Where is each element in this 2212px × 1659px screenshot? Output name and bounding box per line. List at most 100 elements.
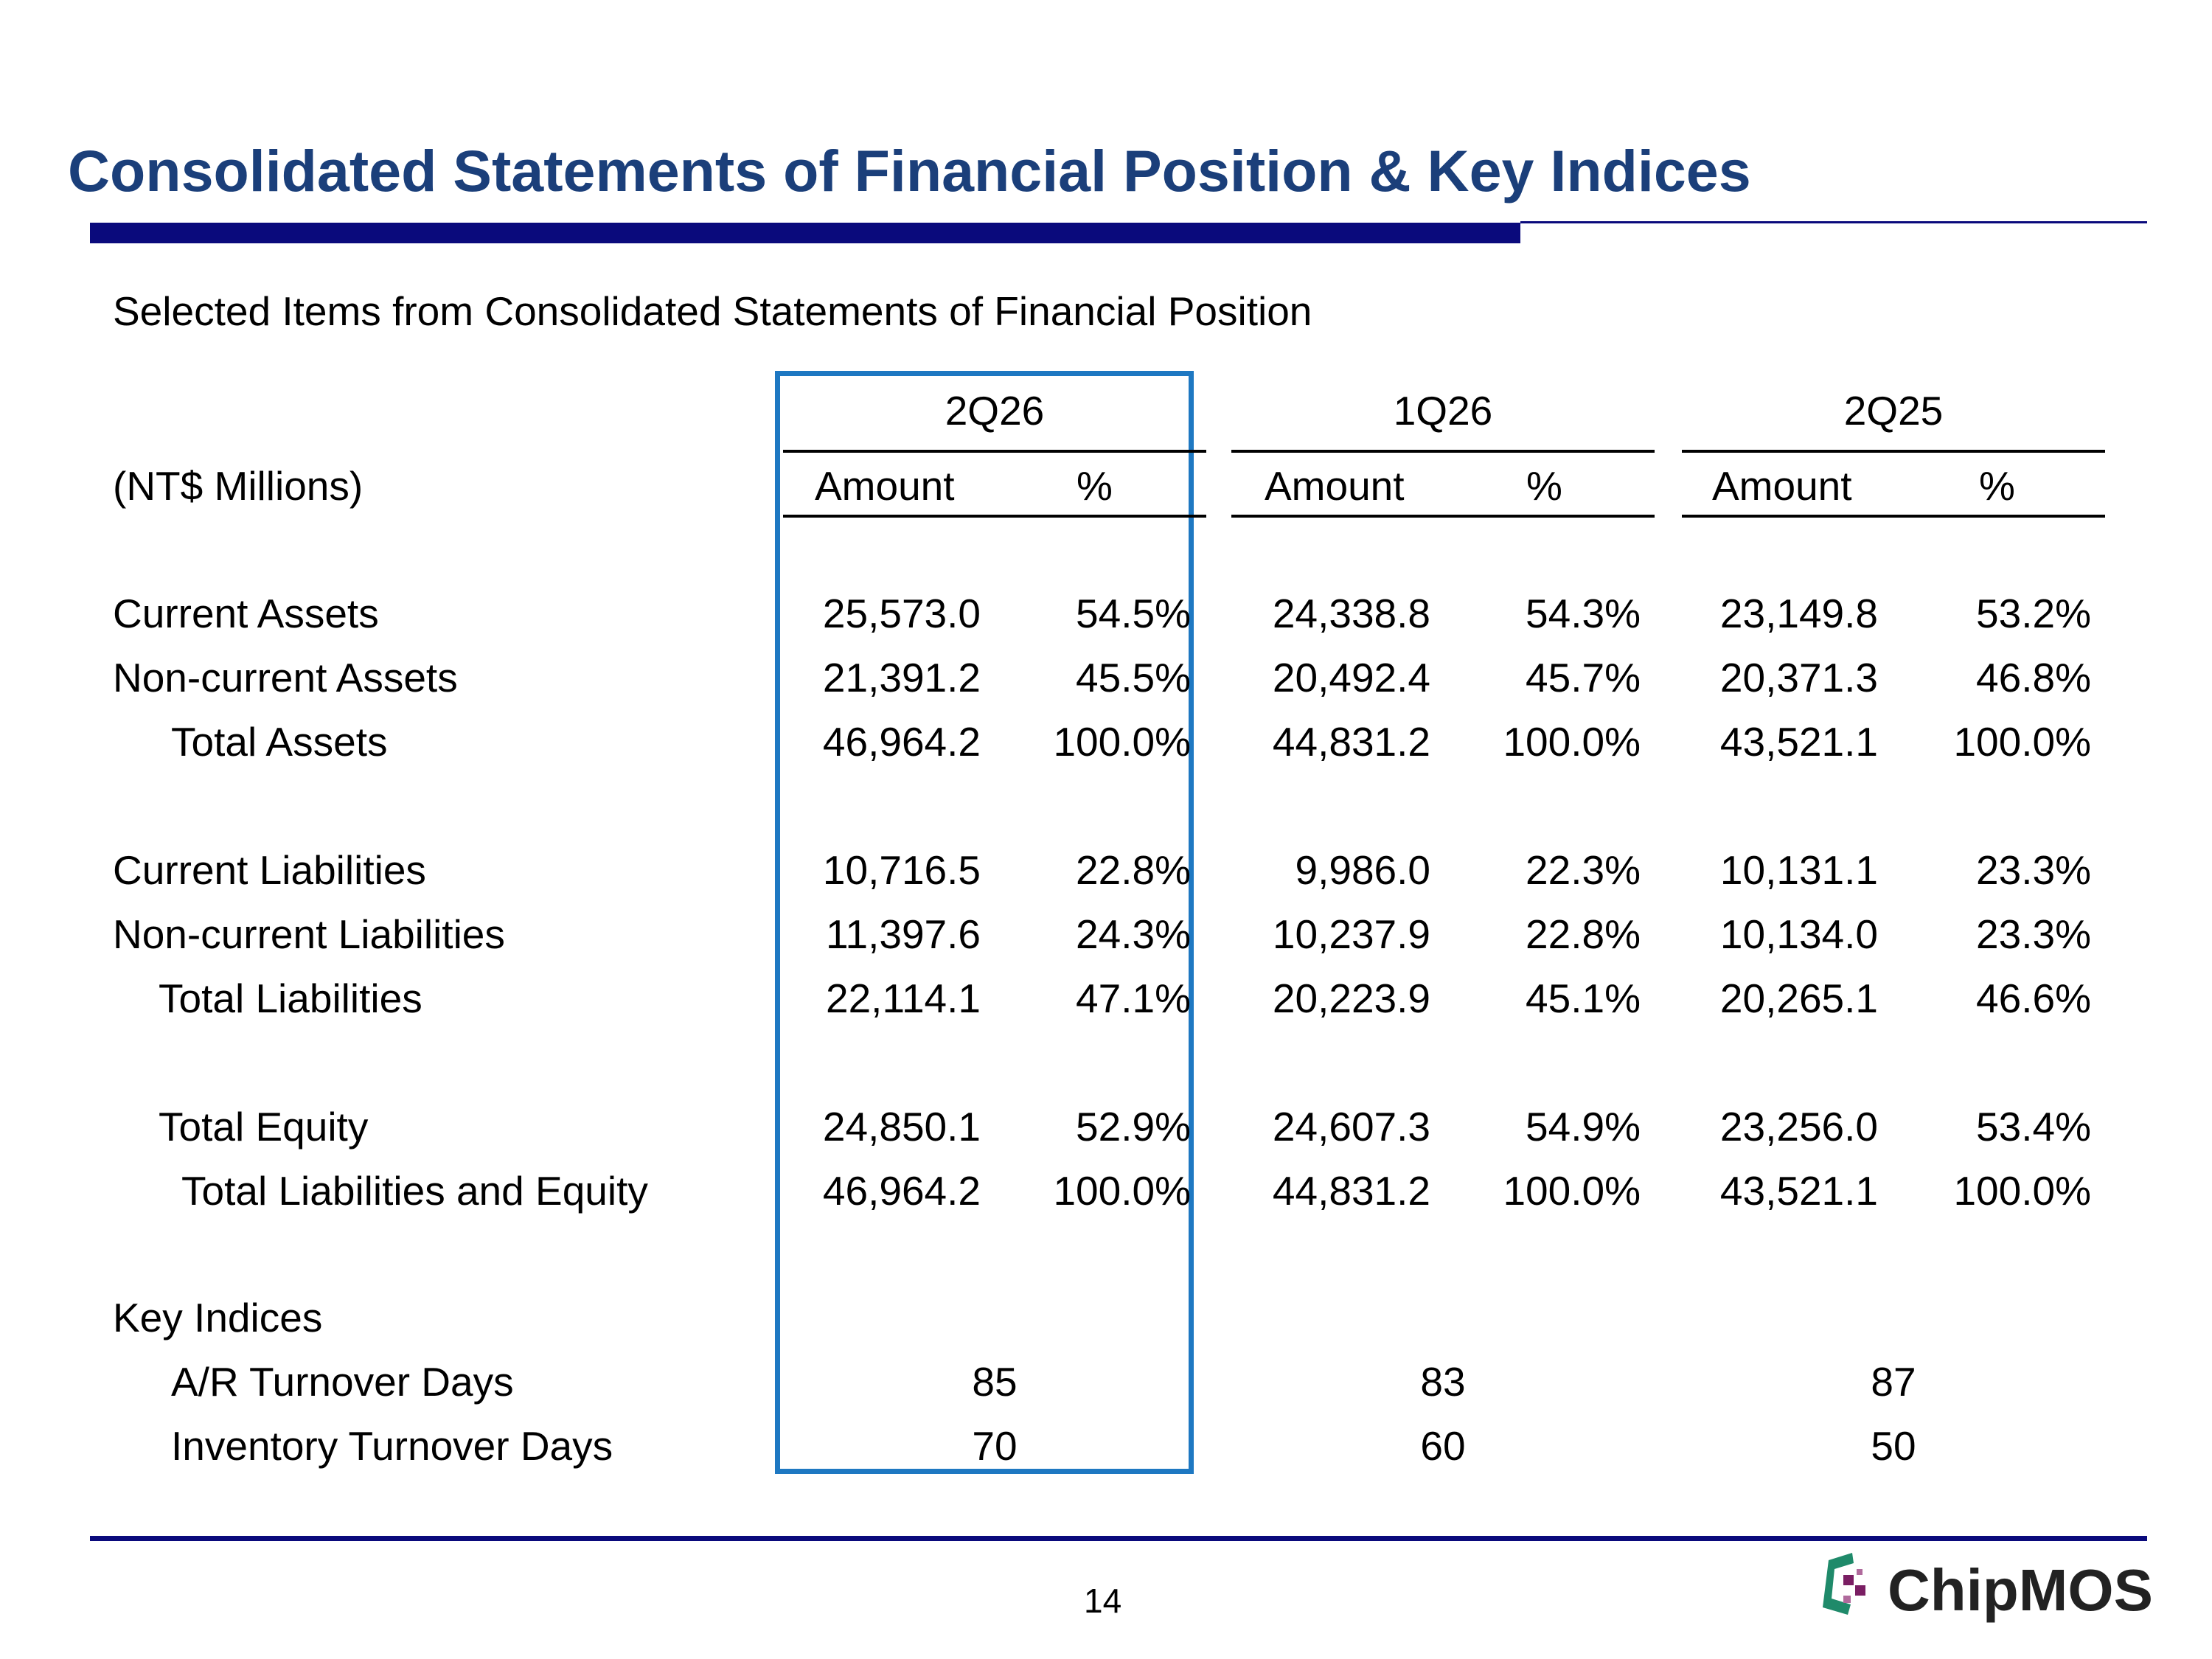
- period-underline: [1682, 450, 2105, 453]
- amount-cell: 43,521.1: [1719, 1168, 1878, 1214]
- row-label: Total Assets: [171, 719, 388, 765]
- percent-cell: 45.7%: [1526, 655, 1641, 700]
- amount-cell: 10,237.9: [1272, 911, 1430, 957]
- amount-cell: 23,256.0: [1719, 1104, 1878, 1150]
- amount-cell: 22,114.1: [825, 975, 981, 1021]
- percent-cell: 47.1%: [1076, 975, 1191, 1021]
- period-underline: [783, 450, 1206, 453]
- table-row: Total Liabilities and Equity 46,964.2 100.…: [0, 1167, 2212, 1226]
- percent-cell: 23.3%: [1976, 847, 2091, 893]
- amount-cell: 44,831.2: [1272, 719, 1430, 765]
- row-label: Current Liabilities: [113, 847, 426, 893]
- units-label: (NT$ Millions): [113, 463, 364, 509]
- col-head-amount: Amount: [815, 463, 955, 509]
- col-head-amount: Amount: [1265, 463, 1405, 509]
- title-rule-thick: [90, 223, 1520, 243]
- table-row: Current Assets 25,573.0 54.5% 24,338.8 54.3%…: [0, 590, 2212, 649]
- table-row: Inventory Turnover Days 70 60 50: [0, 1422, 2212, 1481]
- percent-cell: 45.5%: [1076, 655, 1191, 700]
- page-number: 14: [1084, 1582, 1122, 1620]
- percent-cell: 45.1%: [1526, 975, 1641, 1021]
- col-head-pct: %: [1979, 463, 2015, 509]
- period-underline: [1231, 450, 1655, 453]
- amount-cell: 46,964.2: [822, 719, 981, 765]
- index-value-cell: 50: [1871, 1423, 1916, 1469]
- index-value-cell: 87: [1871, 1359, 1916, 1405]
- section-subtitle: Selected Items from Consolidated Stateme…: [113, 288, 1312, 334]
- amount-cell: 24,850.1: [822, 1104, 981, 1150]
- footer-rule: [90, 1536, 2147, 1541]
- table-row: Non-current Assets 21,391.2 45.5% 20,492.4 4…: [0, 654, 2212, 713]
- percent-cell: 53.4%: [1976, 1104, 2091, 1150]
- amount-cell: 23,149.8: [1719, 591, 1878, 636]
- amount-cell: 46,964.2: [822, 1168, 981, 1214]
- percent-cell: 23.3%: [1976, 911, 2091, 957]
- header-underline: [1682, 515, 2105, 518]
- row-label: Current Assets: [113, 591, 379, 636]
- header-underline: [783, 515, 1206, 518]
- amount-cell: 43,521.1: [1719, 719, 1878, 765]
- percent-cell: 22.3%: [1526, 847, 1641, 893]
- percent-cell: 100.0%: [1053, 1168, 1191, 1214]
- index-value-cell: 83: [1420, 1359, 1466, 1405]
- row-label: A/R Turnover Days: [171, 1359, 514, 1405]
- index-value-cell: 85: [972, 1359, 1018, 1405]
- percent-cell: 100.0%: [1053, 719, 1191, 765]
- percent-cell: 100.0%: [1953, 719, 2091, 765]
- amount-cell: 10,716.5: [822, 847, 981, 893]
- logo-mark-icon: [1823, 1553, 1865, 1615]
- period-header-2q25: 2Q25: [1843, 388, 1944, 434]
- percent-cell: 100.0%: [1953, 1168, 2091, 1214]
- row-label: Total Equity: [159, 1104, 369, 1150]
- col-head-pct: %: [1526, 463, 1562, 509]
- amount-cell: 10,131.1: [1719, 847, 1878, 893]
- table-row: Current Liabilities 10,716.5 22.8% 9,986.0 2…: [0, 846, 2212, 905]
- table-row: Total Assets 46,964.2 100.0% 44,831.2 100.0%…: [0, 718, 2212, 777]
- index-value-cell: 60: [1420, 1423, 1466, 1469]
- chipmos-logo: ChipMOS: [1806, 1547, 2153, 1628]
- key-indices-heading-row: Key Indices: [0, 1294, 2212, 1353]
- percent-cell: 22.8%: [1526, 911, 1641, 957]
- row-label: Total Liabilities and Equity: [181, 1168, 648, 1214]
- key-indices-heading: Key Indices: [113, 1295, 323, 1340]
- amount-cell: 20,371.3: [1719, 655, 1878, 700]
- page-title: Consolidated Statements of Financial Pos…: [68, 138, 1751, 204]
- percent-cell: 100.0%: [1503, 719, 1641, 765]
- percent-cell: 52.9%: [1076, 1104, 1191, 1150]
- row-label: Inventory Turnover Days: [171, 1423, 613, 1469]
- row-label: Total Liabilities: [159, 975, 422, 1021]
- col-head-pct: %: [1077, 463, 1113, 509]
- percent-cell: 53.2%: [1976, 591, 2091, 636]
- table-row: Total Equity 24,850.1 52.9% 24,607.3 54.9% 23…: [0, 1103, 2212, 1162]
- amount-cell: 20,265.1: [1719, 975, 1878, 1021]
- table-row: Non-current Liabilities 11,397.6 24.3% 10,2…: [0, 911, 2212, 970]
- percent-cell: 24.3%: [1076, 911, 1191, 957]
- amount-cell: 21,391.2: [822, 655, 981, 700]
- amount-cell: 25,573.0: [822, 591, 981, 636]
- header-underline: [1231, 515, 1655, 518]
- percent-cell: 46.6%: [1976, 975, 2091, 1021]
- amount-cell: 9,986.0: [1295, 847, 1430, 893]
- percent-cell: 54.3%: [1526, 591, 1641, 636]
- period-header-2q26: 2Q26: [945, 388, 1045, 434]
- period-header-1q26: 1Q26: [1393, 388, 1493, 434]
- amount-cell: 20,223.9: [1272, 975, 1430, 1021]
- svg-text:ChipMOS: ChipMOS: [1888, 1557, 2153, 1623]
- row-label: Non-current Assets: [113, 655, 458, 700]
- title-rule-thin: [1520, 221, 2147, 223]
- amount-cell: 10,134.0: [1719, 911, 1878, 957]
- col-head-amount: Amount: [1712, 463, 1852, 509]
- current-period-highlight: [775, 371, 1194, 1474]
- amount-cell: 44,831.2: [1272, 1168, 1430, 1214]
- amount-cell: 20,492.4: [1272, 655, 1430, 700]
- row-label: Non-current Liabilities: [113, 911, 505, 957]
- table-row: A/R Turnover Days 85 83 87: [0, 1358, 2212, 1417]
- amount-cell: 24,607.3: [1272, 1104, 1430, 1150]
- percent-cell: 54.9%: [1526, 1104, 1641, 1150]
- amount-cell: 24,338.8: [1272, 591, 1430, 636]
- index-value-cell: 70: [972, 1423, 1018, 1469]
- percent-cell: 54.5%: [1076, 591, 1191, 636]
- table-row: Total Liabilities 22,114.1 47.1% 20,223.9 45…: [0, 975, 2212, 1034]
- percent-cell: 22.8%: [1076, 847, 1191, 893]
- amount-cell: 11,397.6: [825, 911, 981, 957]
